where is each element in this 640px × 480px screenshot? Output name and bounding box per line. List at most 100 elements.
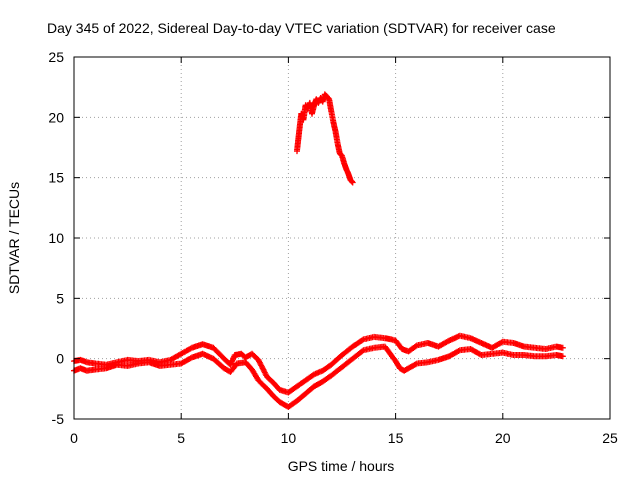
grid-lines [74, 57, 610, 419]
sdtvar-lower-marker [328, 365, 344, 379]
sdtvar-lower-marker [559, 353, 566, 360]
sdtvar-upper-marker [319, 362, 334, 374]
sdtvar-lower-point [294, 391, 308, 404]
sdtvar-lower-marker [210, 355, 226, 371]
sdtvar-upper-point [349, 337, 366, 350]
sdtvar-upper-point [264, 373, 276, 385]
sdtvar-lower-marker [270, 393, 282, 405]
sdtvar-lower-marker [446, 348, 462, 360]
sdtvar-spike-marker [326, 96, 334, 113]
sdtvar-spike-point [321, 91, 330, 99]
sdtvar-upper-point [178, 345, 194, 357]
sdtvar-spike-point [347, 177, 355, 185]
sdtvar-lower-marker [319, 373, 334, 385]
sdtvar-lower-marker [92, 365, 108, 373]
sdtvar-lower-point [401, 364, 413, 374]
sdtvar-lower-marker [407, 361, 419, 371]
sdtvar-upper-marker [392, 337, 405, 351]
sdtvar-upper-marker [264, 373, 276, 385]
sdtvar-upper-marker [559, 344, 566, 351]
y-tick-label: 15 [48, 170, 64, 186]
sdtvar-lower-marker [381, 343, 398, 363]
sdtvar-lower-marker [249, 366, 261, 382]
x-tick-label: 5 [177, 430, 185, 446]
sdtvar-lower-marker [124, 360, 140, 369]
chart-title: Day 345 of 2022, Sidereal Day-to-day VTE… [47, 20, 556, 36]
sdtvar-spike-point [336, 150, 345, 159]
sdtvar-lower-point [407, 361, 419, 371]
sdtvar-lower-point [328, 365, 344, 379]
sdtvar-lower-point [349, 348, 366, 362]
sdtvar-lower-marker [285, 398, 299, 410]
axis-ticks: 0 5 10 15 20 25 -5 0 5 10 15 20 25 [48, 49, 618, 446]
sdtvar-upper-point [319, 362, 334, 374]
sdtvar-lower-point [210, 355, 226, 371]
sdtvar-lower-point [392, 358, 403, 371]
sdtvar-lower-marker [167, 360, 183, 368]
sdtvar-spike-point [326, 96, 334, 113]
sdtvar-upper-point [424, 340, 441, 350]
data-points [71, 91, 566, 410]
x-tick-label: 20 [495, 430, 511, 446]
sdtvar-lower-point [167, 360, 183, 368]
sdtvar-spike-point [294, 130, 302, 155]
sdtvar-lower-point [249, 366, 261, 382]
sdtvar-upper-marker [435, 338, 451, 350]
sdtvar-spike-marker [294, 130, 302, 155]
sdtvar-upper-point [392, 337, 405, 351]
sdtvar-lower-marker [302, 384, 317, 397]
x-tick-label: 0 [70, 430, 78, 446]
sdtvar-lower-marker [227, 361, 239, 375]
x-axis-label: GPS time / hours [288, 458, 395, 474]
sdtvar-lower-point [499, 349, 515, 358]
sdtvar-lower-marker [499, 349, 515, 358]
sdtvar-upper-point [328, 353, 344, 368]
x-tick-label: 25 [602, 430, 618, 446]
sdtvar-upper-marker [285, 384, 299, 396]
sdtvar-upper-marker [259, 365, 270, 379]
sdtvar-upper-point [259, 365, 270, 379]
sdtvar-upper-point [371, 333, 387, 341]
y-tick-label: 25 [48, 49, 64, 65]
sdtvar-spike-marker [336, 150, 345, 159]
sdtvar-upper-marker [328, 353, 344, 368]
sdtvar-lower-marker [401, 364, 413, 374]
sdtvar-upper-marker [167, 351, 183, 363]
y-tick-label: 10 [48, 230, 64, 246]
sdtvar-spike-marker [328, 108, 337, 124]
sdtvar-lower-point [270, 393, 282, 405]
sdtvar-upper-point [285, 384, 299, 396]
sdtvar-upper-marker [210, 344, 226, 361]
sdtvar-lower-point [227, 361, 239, 375]
sdtvar-lower-marker [521, 352, 537, 360]
sdtvar-upper-marker [249, 350, 261, 362]
sdtvar-lower-point [311, 379, 325, 390]
sdtvar-spike-marker [332, 128, 341, 146]
sdtvar-lower-marker [478, 351, 494, 358]
sdtvar-lower-point [424, 357, 440, 366]
sdtvar-lower-point [339, 356, 355, 371]
sdtvar-upper-point [210, 344, 226, 361]
sdtvar-upper-point [270, 379, 282, 392]
y-axis-label: SDTVAR / TECUs [6, 182, 22, 294]
y-tick-label: 20 [48, 109, 64, 125]
sdtvar-upper-marker [405, 343, 419, 355]
sdtvar-upper-point [405, 343, 419, 355]
sdtvar-lower-marker [264, 385, 276, 398]
y-tick-label: 5 [56, 290, 64, 306]
sdtvar-spike-point [324, 93, 332, 102]
sdtvar-upper-marker [339, 344, 355, 358]
sdtvar-lower-point [178, 355, 194, 367]
sdtvar-spike-marker [349, 179, 356, 186]
y-tick-label: -5 [52, 411, 65, 427]
sdtvar-upper-marker [371, 333, 387, 341]
x-tick-label: 10 [281, 430, 297, 446]
x-tick-label: 15 [388, 430, 404, 446]
sdtvar-lower-point [319, 373, 334, 385]
sdtvar-spike-marker [321, 91, 330, 99]
sdtvar-spike-marker [324, 93, 332, 102]
sdtvar-lower-marker [294, 391, 308, 404]
sdtvar-upper-marker [270, 379, 282, 392]
sdtvar-upper-point [294, 378, 308, 390]
